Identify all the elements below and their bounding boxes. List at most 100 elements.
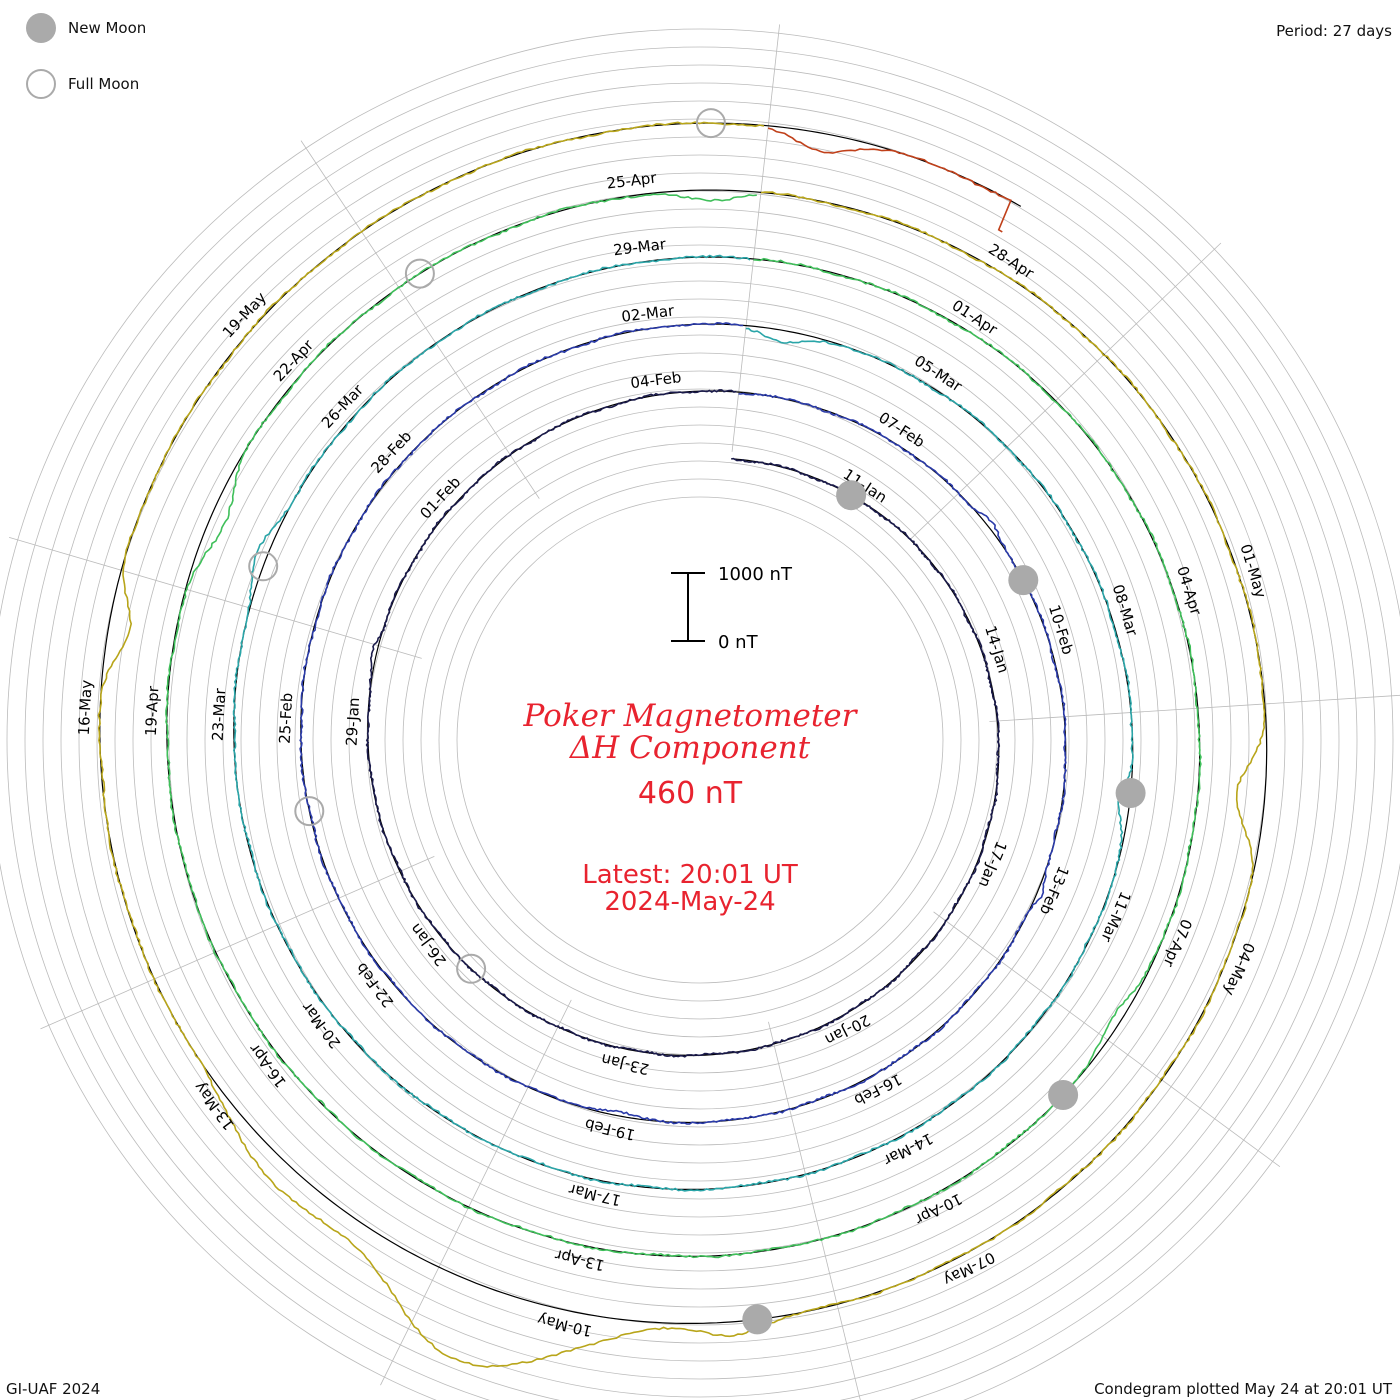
date-label: 10-May — [535, 1310, 593, 1340]
date-label: 10-Apr — [912, 1190, 966, 1229]
full-moon-icon — [26, 69, 56, 99]
grid-ring — [0, 28, 1400, 1400]
grid-spoke — [380, 999, 572, 1386]
date-label: 28-Feb — [367, 427, 415, 477]
grid-ring — [402, 442, 998, 1038]
title-block: Poker Magnetometer ΔH Component 460 nT — [440, 700, 940, 811]
date-label: 20-Jan — [822, 1011, 873, 1049]
date-label: 19-Apr — [142, 685, 163, 737]
new-moon-icon — [26, 13, 56, 43]
new-moon-marker — [1048, 1080, 1079, 1110]
full-moon-marker — [248, 551, 279, 582]
grid-ring — [330, 370, 1070, 1110]
series-layer — [97, 121, 1268, 1368]
grid-ring — [312, 352, 1088, 1128]
grid-ring — [348, 388, 1052, 1092]
grid-ring — [24, 64, 1376, 1400]
full-moon-marker — [695, 108, 726, 139]
date-label: 25-Feb — [276, 692, 297, 744]
date-label: 10-Feb — [1045, 603, 1077, 657]
date-label: 11-Mar — [1097, 889, 1135, 945]
grid-ring — [222, 262, 1178, 1218]
date-label: 07-Feb — [875, 408, 928, 451]
latest-block: Latest: 20:01 UT 2024-May-24 — [440, 862, 940, 916]
grid-ring — [114, 154, 1286, 1326]
date-label: 23-Mar — [209, 687, 230, 742]
chart-subtitle: ΔH Component — [569, 730, 811, 766]
legend-full-moon-label: Full Moon — [68, 75, 140, 93]
date-label: 16-Apr — [245, 1040, 290, 1092]
latest-date: 2024-May-24 — [604, 887, 776, 917]
grid-spoke — [989, 694, 1400, 722]
series-line-cycle-3 — [232, 254, 1134, 1192]
grid-ring — [204, 244, 1196, 1236]
date-label: 14-Mar — [880, 1129, 936, 1169]
grid-ring — [186, 226, 1214, 1254]
date-label: 22-Feb — [352, 959, 397, 1011]
grid-ring — [258, 298, 1142, 1182]
date-label: 17-Jan — [975, 838, 1011, 890]
date-label: 13-May — [190, 1078, 238, 1133]
series-line-cycle-2 — [299, 321, 1067, 1125]
date-label: 04-Feb — [629, 368, 682, 392]
series-line-cycle-6 — [767, 127, 1012, 233]
legend-new-moon-label: New Moon — [68, 19, 147, 37]
date-label: 29-Mar — [612, 235, 667, 259]
date-label: 04-May — [1220, 940, 1258, 998]
scale-top-label: 1000 nT — [718, 564, 793, 585]
date-label: 28-Apr — [985, 240, 1038, 283]
grid-spoke — [40, 855, 435, 1030]
grid-ring — [438, 478, 962, 1002]
date-label: 25-Apr — [606, 169, 659, 193]
grid-spoke — [731, 24, 781, 452]
date-label: 16-May — [75, 679, 96, 735]
date-label: 19-May — [219, 288, 270, 341]
grid-ring — [6, 46, 1394, 1400]
grid-ring — [456, 496, 944, 984]
date-label: 20-Mar — [298, 998, 345, 1052]
latest-value: 460 nT — [637, 776, 743, 811]
grid-ring — [294, 334, 1106, 1146]
grid-ring — [150, 190, 1250, 1290]
grid-ring — [78, 118, 1322, 1362]
scale-bottom-label: 0 nT — [718, 632, 759, 653]
chart-title: Poker Magnetometer — [523, 698, 857, 734]
grid-ring — [60, 100, 1340, 1380]
grid-ring — [276, 316, 1124, 1164]
new-moon-marker — [1115, 778, 1146, 808]
grid-spoke — [768, 1021, 861, 1400]
footer-credit: GI-UAF 2024 — [6, 1380, 101, 1398]
date-label: 08-Mar — [1109, 582, 1142, 639]
full-moon-marker — [456, 953, 487, 984]
grid-ring — [420, 460, 980, 1020]
legend-full-moon: Full Moon — [26, 69, 139, 99]
date-label: 29-Jan — [343, 697, 364, 746]
date-label: 07-May — [940, 1248, 998, 1289]
grid-spoke — [909, 242, 1222, 541]
date-label: 23-Jan — [599, 1050, 650, 1078]
grid-spoke — [300, 140, 540, 499]
grid-spoke — [933, 911, 1281, 1168]
series-line-cycle-5 — [97, 121, 1266, 1368]
period-label: Period: 27 days — [1276, 22, 1392, 40]
full-moon-marker — [294, 796, 325, 827]
footer-plotted: Condegram plotted May 24 at 20:01 UT — [1094, 1380, 1392, 1398]
date-label: 05-Mar — [911, 352, 966, 396]
date-label: 22-Apr — [270, 336, 318, 386]
full-moon-marker — [404, 258, 435, 289]
moon-layer — [248, 108, 1146, 1335]
date-label: 01-Feb — [416, 473, 464, 523]
scale-bar: 1000 nT 0 nT — [671, 564, 793, 653]
series-line-cycle-1 — [365, 389, 1001, 1058]
series-line-cycle-4 — [165, 193, 1202, 1259]
new-moon-marker — [836, 480, 867, 511]
date-label: 01-Apr — [949, 296, 1002, 339]
date-label: 13-Feb — [1036, 863, 1073, 917]
new-moon-marker — [742, 1304, 773, 1335]
grid-spoke — [8, 536, 422, 659]
grid-ring — [240, 280, 1160, 1200]
new-moon-marker — [1008, 565, 1039, 596]
legend-new-moon: New Moon — [26, 13, 146, 43]
grid-ring — [96, 136, 1304, 1344]
